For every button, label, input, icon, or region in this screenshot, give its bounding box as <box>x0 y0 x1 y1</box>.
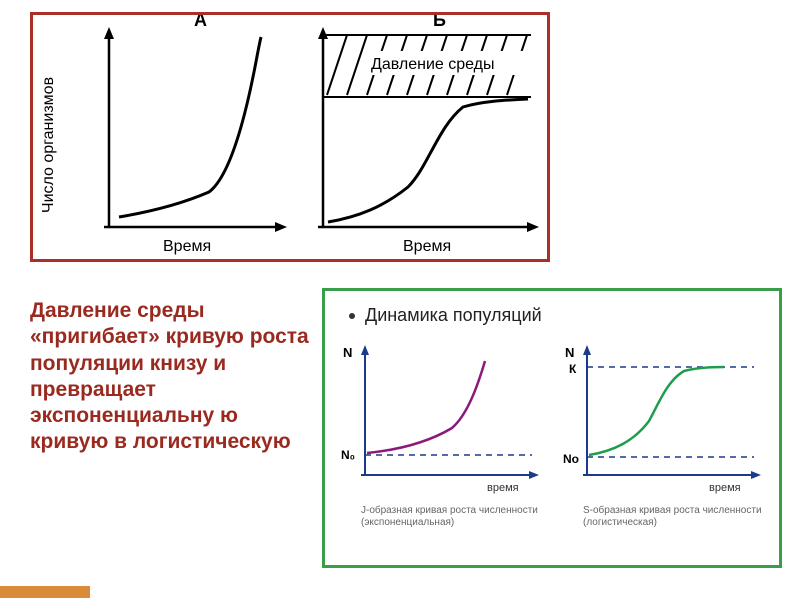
slide: А Число организмов Время <box>0 0 800 598</box>
j-caption: J-образная кривая роста численности (экс… <box>337 505 547 529</box>
s-caption-l1: S-образная кривая роста численности <box>583 505 762 516</box>
j-curve-chart: N N₀ время J-образная кривая роста числе… <box>337 343 547 555</box>
chart-b-label: Б <box>433 15 446 30</box>
s-caption: S-образная кривая роста численности (лог… <box>559 505 769 529</box>
top-charts-svg: А Число организмов Время <box>33 15 547 259</box>
j-caption-l2: (экспоненциальная) <box>361 517 454 528</box>
s-caption-l2: (логистическая) <box>583 517 657 528</box>
explanation-text: Давление среды «пригибает» кривую роста … <box>30 298 310 456</box>
chart-a-label: А <box>194 15 207 30</box>
bottom-charts-panel: Динамика популяций <box>322 288 782 568</box>
s-n0-label: No <box>563 452 579 466</box>
top-charts-panel: А Число организмов Время <box>30 12 550 262</box>
mini-chart-row: N N₀ время J-образная кривая роста числе… <box>337 343 767 555</box>
chart-b-xlabel: Время <box>403 238 451 255</box>
j-caption-l1: J-образная кривая роста численности <box>361 505 538 516</box>
bullet-icon <box>349 313 355 319</box>
j-xlabel: время <box>487 482 519 494</box>
bottom-panel-title-text: Динамика популяций <box>365 305 542 325</box>
env-pressure-label: Давление среды <box>371 56 495 73</box>
s-ylabel: N <box>565 345 574 360</box>
s-curve-chart: N К No время S-образная кривая роста чис… <box>559 343 769 555</box>
bottom-panel-title: Динамика популяций <box>349 305 542 326</box>
accent-bar <box>0 586 90 598</box>
s-xlabel: время <box>709 482 741 494</box>
j-ylabel: N <box>343 345 352 360</box>
s-k-label: К <box>569 362 577 376</box>
j-n0-label: N₀ <box>341 448 355 462</box>
chart-a-ylabel: Число организмов <box>40 77 57 213</box>
chart-a-xlabel: Время <box>163 238 211 255</box>
